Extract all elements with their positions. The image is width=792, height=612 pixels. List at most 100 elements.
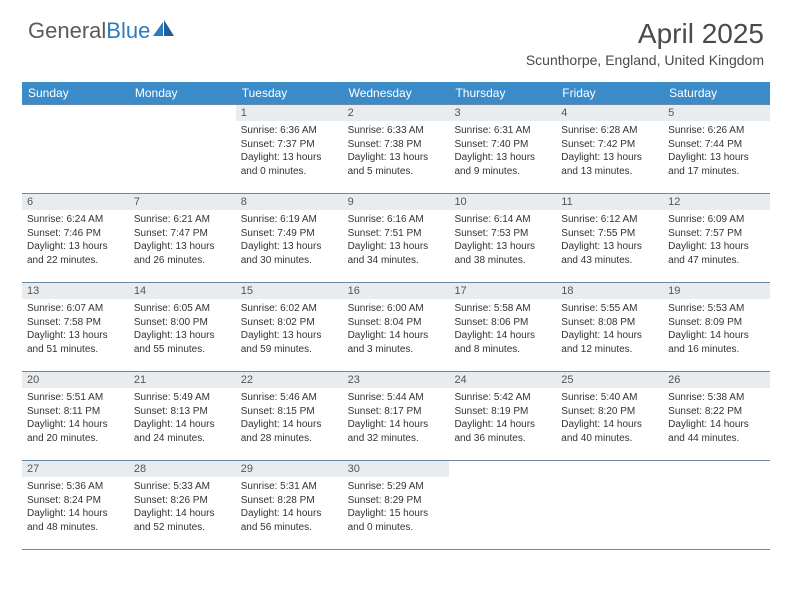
day-number: 3: [449, 105, 556, 121]
calendar-cell: 8Sunrise: 6:19 AMSunset: 7:49 PMDaylight…: [236, 194, 343, 282]
cell-line: and 26 minutes.: [134, 254, 231, 268]
cell-line: Sunset: 7:46 PM: [27, 227, 124, 241]
cell-line: Sunrise: 6:09 AM: [668, 213, 765, 227]
cell-line: and 8 minutes.: [454, 343, 551, 357]
cell-line: Sunrise: 5:31 AM: [241, 480, 338, 494]
cell-line: and 59 minutes.: [241, 343, 338, 357]
cell-line: Sunset: 8:02 PM: [241, 316, 338, 330]
cell-line: Daylight: 14 hours: [454, 418, 551, 432]
cell-body: Sunrise: 5:44 AMSunset: 8:17 PMDaylight:…: [343, 388, 450, 450]
cell-body: Sunrise: 5:29 AMSunset: 8:29 PMDaylight:…: [343, 477, 450, 539]
cell-line: Daylight: 14 hours: [241, 418, 338, 432]
day-number: 11: [556, 194, 663, 210]
calendar-cell: 12Sunrise: 6:09 AMSunset: 7:57 PMDayligh…: [663, 194, 770, 282]
day-header: Wednesday: [343, 82, 450, 104]
cell-body: Sunrise: 6:21 AMSunset: 7:47 PMDaylight:…: [129, 210, 236, 272]
cell-line: Sunrise: 5:42 AM: [454, 391, 551, 405]
header: GeneralBlue April 2025 Scunthorpe, Engla…: [0, 0, 792, 74]
cell-body: Sunrise: 5:55 AMSunset: 8:08 PMDaylight:…: [556, 299, 663, 361]
cell-line: Sunset: 8:26 PM: [134, 494, 231, 508]
cell-body: Sunrise: 6:24 AMSunset: 7:46 PMDaylight:…: [22, 210, 129, 272]
cell-line: and 9 minutes.: [454, 165, 551, 179]
calendar-cell: 15Sunrise: 6:02 AMSunset: 8:02 PMDayligh…: [236, 283, 343, 371]
cell-body: Sunrise: 6:26 AMSunset: 7:44 PMDaylight:…: [663, 121, 770, 183]
cell-line: Sunrise: 6:00 AM: [348, 302, 445, 316]
cell-body: Sunrise: 6:16 AMSunset: 7:51 PMDaylight:…: [343, 210, 450, 272]
cell-line: Sunset: 7:38 PM: [348, 138, 445, 152]
logo-text-2: Blue: [106, 18, 150, 44]
cell-body: Sunrise: 5:53 AMSunset: 8:09 PMDaylight:…: [663, 299, 770, 361]
cell-body: [556, 465, 663, 473]
cell-line: and 16 minutes.: [668, 343, 765, 357]
calendar-cell: 13Sunrise: 6:07 AMSunset: 7:58 PMDayligh…: [22, 283, 129, 371]
cell-line: Sunrise: 5:36 AM: [27, 480, 124, 494]
cell-line: Daylight: 13 hours: [134, 329, 231, 343]
cell-line: Sunrise: 5:53 AM: [668, 302, 765, 316]
cell-line: Daylight: 13 hours: [134, 240, 231, 254]
calendar-cell: 23Sunrise: 5:44 AMSunset: 8:17 PMDayligh…: [343, 372, 450, 460]
day-header-row: SundayMondayTuesdayWednesdayThursdayFrid…: [22, 82, 770, 104]
cell-line: Daylight: 13 hours: [668, 151, 765, 165]
calendar-cell: 29Sunrise: 5:31 AMSunset: 8:28 PMDayligh…: [236, 461, 343, 549]
cell-line: Daylight: 14 hours: [348, 329, 445, 343]
cell-line: Sunset: 8:22 PM: [668, 405, 765, 419]
day-number: 16: [343, 283, 450, 299]
cell-line: Daylight: 14 hours: [668, 418, 765, 432]
cell-line: and 12 minutes.: [561, 343, 658, 357]
cell-line: Sunset: 7:37 PM: [241, 138, 338, 152]
cell-line: Sunrise: 5:33 AM: [134, 480, 231, 494]
cell-line: and 5 minutes.: [348, 165, 445, 179]
cell-line: Sunset: 7:51 PM: [348, 227, 445, 241]
cell-line: and 51 minutes.: [27, 343, 124, 357]
logo: GeneralBlue: [28, 18, 175, 44]
cell-body: Sunrise: 5:46 AMSunset: 8:15 PMDaylight:…: [236, 388, 343, 450]
calendar-cell: 20Sunrise: 5:51 AMSunset: 8:11 PMDayligh…: [22, 372, 129, 460]
cell-body: Sunrise: 5:31 AMSunset: 8:28 PMDaylight:…: [236, 477, 343, 539]
day-number: 26: [663, 372, 770, 388]
calendar-cell: [556, 461, 663, 549]
cell-body: Sunrise: 6:33 AMSunset: 7:38 PMDaylight:…: [343, 121, 450, 183]
day-number: 27: [22, 461, 129, 477]
cell-line: Sunset: 8:00 PM: [134, 316, 231, 330]
day-number: 15: [236, 283, 343, 299]
cell-line: Sunset: 7:58 PM: [27, 316, 124, 330]
cell-line: Sunset: 8:06 PM: [454, 316, 551, 330]
cell-line: and 28 minutes.: [241, 432, 338, 446]
day-number: 1: [236, 105, 343, 121]
day-number: 5: [663, 105, 770, 121]
cell-body: [663, 465, 770, 473]
cell-line: Sunrise: 5:51 AM: [27, 391, 124, 405]
calendar-cell: [22, 105, 129, 193]
calendar-cell: [129, 105, 236, 193]
calendar-cell: 10Sunrise: 6:14 AMSunset: 7:53 PMDayligh…: [449, 194, 556, 282]
cell-body: Sunrise: 6:05 AMSunset: 8:00 PMDaylight:…: [129, 299, 236, 361]
day-header: Saturday: [663, 82, 770, 104]
cell-line: Sunset: 7:49 PM: [241, 227, 338, 241]
cell-line: Sunrise: 6:31 AM: [454, 124, 551, 138]
cell-line: Daylight: 14 hours: [454, 329, 551, 343]
cell-line: Sunset: 7:55 PM: [561, 227, 658, 241]
cell-line: Daylight: 14 hours: [134, 418, 231, 432]
cell-line: Sunrise: 6:36 AM: [241, 124, 338, 138]
cell-line: Daylight: 13 hours: [561, 240, 658, 254]
day-number: 14: [129, 283, 236, 299]
calendar-cell: 25Sunrise: 5:40 AMSunset: 8:20 PMDayligh…: [556, 372, 663, 460]
cell-line: Sunrise: 5:44 AM: [348, 391, 445, 405]
calendar-cell: 28Sunrise: 5:33 AMSunset: 8:26 PMDayligh…: [129, 461, 236, 549]
cell-line: and 3 minutes.: [348, 343, 445, 357]
cell-line: Daylight: 14 hours: [134, 507, 231, 521]
cell-line: and 56 minutes.: [241, 521, 338, 535]
cell-body: [22, 109, 129, 117]
calendar-cell: 9Sunrise: 6:16 AMSunset: 7:51 PMDaylight…: [343, 194, 450, 282]
cell-line: and 36 minutes.: [454, 432, 551, 446]
cell-line: and 17 minutes.: [668, 165, 765, 179]
cell-body: Sunrise: 6:19 AMSunset: 7:49 PMDaylight:…: [236, 210, 343, 272]
calendar-cell: 4Sunrise: 6:28 AMSunset: 7:42 PMDaylight…: [556, 105, 663, 193]
day-number: 22: [236, 372, 343, 388]
day-number: 17: [449, 283, 556, 299]
cell-line: and 48 minutes.: [27, 521, 124, 535]
cell-line: and 32 minutes.: [348, 432, 445, 446]
calendar-cell: 24Sunrise: 5:42 AMSunset: 8:19 PMDayligh…: [449, 372, 556, 460]
day-number: 20: [22, 372, 129, 388]
cell-line: Sunrise: 5:49 AM: [134, 391, 231, 405]
